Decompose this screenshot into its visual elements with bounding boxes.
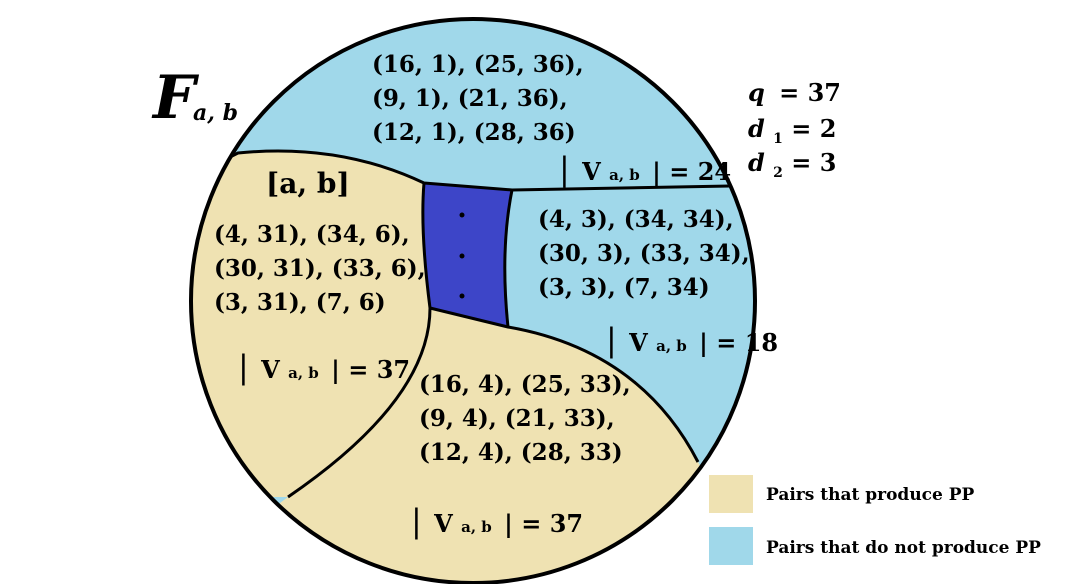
count-right-sub: a, b [656,337,687,355]
svg-text:q = 37: q = 37 [748,78,841,107]
region-top-line-2: (9, 1), (21, 36), [372,85,568,112]
legend-label-not-produce: Pairs that do not produce PP [766,538,1041,558]
param-d1-label: d [748,114,765,143]
region-middle [422,183,512,327]
svg-text:| V a, b | =: | V a, b | = 18 [606,321,778,359]
legend: Pairs that produce PP Pairs that do not … [709,475,1041,565]
region-bottom-text: (16, 4), (25, 33), (9, 4), (21, 33), (12… [411,371,631,540]
count-bottom-bar: | [411,502,422,540]
region-left-line-3: (3, 31), (7, 6) [214,289,386,316]
count-right-bar: | [606,321,617,359]
count-bottom-value: | = 37 [504,509,583,538]
region-top-line-3: (12, 1), (28, 36) [372,119,576,146]
param-d2-sub: 2 [773,165,783,181]
param-q-value: = 37 [779,78,841,107]
ellipsis-dots [459,212,465,299]
region-right-line-2: (30, 3), (33, 34), [538,240,750,267]
param-q-label: q [748,78,765,107]
count-left-sub: a, b [288,364,319,382]
title-symbol: F [151,63,200,133]
params: q = 37 d 1 = 2 d 2 = 3 [748,78,841,183]
svg-text:| V a, b | =: | V a, b | = 37 [411,502,583,540]
region-right [504,186,756,462]
title-subscript: a, b [193,100,238,126]
count-right-v: V [628,328,648,357]
region-right-line-3: (3, 3), (7, 34) [538,274,710,301]
region-left-line-2: (30, 31), (33, 6), [214,255,426,282]
region-top-line-1: (16, 1), (25, 36), [372,51,584,78]
region-bottom-line-2: (9, 4), (21, 33), [419,405,615,432]
svg-text:| V a, b | =: | V a, b | = 37 [238,348,410,386]
count-right-value: | = 18 [699,328,778,357]
region-left-text: [a, b] (4, 31), (34, 6), (30, 31), (33, … [214,167,426,386]
circle-outline [189,17,757,584]
region-bottom-line-1: (16, 4), (25, 33), [419,371,631,398]
legend-swatch-not-produce [709,527,753,565]
region-left-header: [a, b] [266,167,350,200]
count-left-bar: | [238,348,249,386]
count-bottom-sub: a, b [461,518,492,536]
region-left-line-1: (4, 31), (34, 6), [214,221,410,248]
param-d2-value: = 3 [791,148,836,177]
svg-text:d 1 = 2: d 1 = 2 [748,114,836,149]
count-top-bar: | [559,150,570,188]
region-bottom-line-3: (12, 4), (28, 33) [419,439,623,466]
param-d1-value: = 2 [791,114,836,143]
param-d1-sub: 1 [773,131,783,147]
svg-text:| V a, b | =: | V a, b | = 24 [559,150,731,188]
legend-label-produce: Pairs that produce PP [766,485,975,505]
count-bottom-v: V [433,509,453,538]
region-right-text: (4, 3), (34, 34), (30, 3), (33, 34), (3,… [538,206,778,359]
count-left-value: | = 37 [331,355,410,384]
svg-text:d 2 = 3: d 2 = 3 [748,148,836,183]
region-boundaries [229,149,756,499]
param-d2-label: d [748,148,765,177]
count-top-sub: a, b [609,166,640,184]
region-right-line-1: (4, 3), (34, 34), [538,206,734,233]
count-left-v: V [260,355,280,384]
count-top-v: V [581,157,601,186]
count-top-value: | = 24 [652,157,731,186]
legend-swatch-produce [709,475,753,513]
region-left [190,151,430,497]
region-top-text: (16, 1), (25, 36), (9, 1), (21, 36), (12… [372,51,731,188]
